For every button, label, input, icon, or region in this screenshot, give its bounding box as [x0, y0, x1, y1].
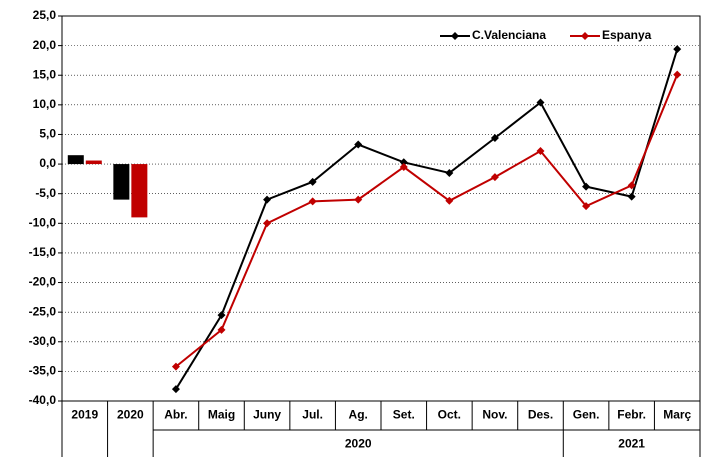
marker: [308, 197, 317, 206]
y-tick-label: 20,0: [33, 38, 57, 52]
marker: [536, 147, 545, 156]
line: [175, 74, 679, 368]
y-tick-label: -10,0: [29, 215, 57, 229]
marker: [490, 173, 499, 182]
marker: [673, 45, 682, 54]
x-tick-label: Febr.: [617, 408, 646, 422]
plot-frame: [61, 15, 701, 402]
marker: [445, 168, 454, 177]
marker: [263, 219, 272, 228]
marker: [445, 196, 454, 205]
marker: [399, 163, 408, 172]
y-tick-label: 25,0: [33, 8, 57, 22]
x-tick-label: Set.: [393, 408, 415, 422]
y-tick-label: -40,0: [29, 393, 57, 407]
x-tick-label: Des.: [528, 408, 553, 422]
x-tick-label: Maig: [208, 408, 235, 422]
marker: [354, 195, 363, 204]
y-tick-label: -5,0: [35, 186, 56, 200]
legend-marker: [451, 32, 459, 40]
x-tick-label: Juny: [253, 408, 281, 422]
y-tick-label: 10,0: [33, 97, 57, 111]
x-tick-label: Abr.: [164, 408, 187, 422]
legend-marker: [581, 32, 589, 40]
x-tick-label: Nov.: [482, 408, 507, 422]
marker: [263, 195, 272, 204]
marker: [582, 202, 591, 211]
marker: [217, 325, 226, 334]
marker: [217, 311, 226, 320]
bar: [67, 155, 84, 165]
y-tick-label: -20,0: [29, 275, 57, 289]
line: [175, 48, 679, 390]
bar: [85, 160, 102, 165]
group-label: 2021: [618, 437, 645, 451]
x-tick-label: Ag.: [349, 408, 368, 422]
marker: [582, 182, 591, 191]
x-tick-label: Gen.: [573, 408, 600, 422]
x-tick-label: 2019: [71, 408, 98, 422]
marker: [627, 181, 636, 190]
y-tick-label: 15,0: [33, 67, 57, 81]
marker: [490, 134, 499, 143]
marker: [308, 177, 317, 186]
marker: [171, 362, 180, 371]
x-tick-label: Oct.: [438, 408, 461, 422]
y-tick-label: -35,0: [29, 364, 57, 378]
marker: [399, 158, 408, 167]
marker: [673, 70, 682, 79]
legend-label: Espanya: [602, 28, 652, 42]
y-tick-label: 0,0: [39, 156, 56, 170]
bar: [131, 164, 148, 218]
marker: [354, 140, 363, 149]
x-tick-label: Jul.: [302, 408, 323, 422]
x-tick-label: 2020: [117, 408, 144, 422]
bar: [113, 164, 130, 200]
marker: [627, 192, 636, 201]
group-label: 2020: [345, 437, 372, 451]
y-tick-label: -30,0: [29, 334, 57, 348]
y-tick-label: 5,0: [39, 127, 56, 141]
y-tick-label: -25,0: [29, 304, 57, 318]
x-tick-label: Març: [663, 408, 691, 422]
legend-label: C.Valenciana: [472, 28, 546, 42]
y-tick-label: -15,0: [29, 245, 57, 259]
marker: [536, 98, 545, 107]
marker: [171, 385, 180, 394]
